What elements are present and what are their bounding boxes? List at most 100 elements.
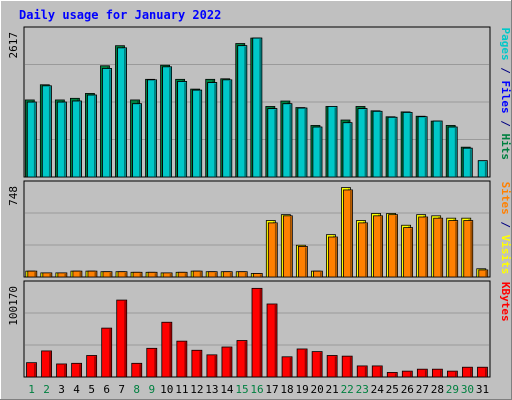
bar-shadow [64,364,66,377]
bar-shadow [34,272,36,277]
bar-shadow [94,272,97,277]
y-max-label: 100170 [7,286,20,326]
bar-kbytes-day-6 [101,327,113,378]
x-tick-label-18: 18 [280,383,293,396]
x-tick-label-16: 16 [250,383,263,396]
bar-kbytes-day-17 [266,303,278,378]
bar-pages-day-26 [402,112,413,178]
bar-pages-day-8 [132,103,142,178]
bar-shadow [139,104,141,177]
x-tick-label-23: 23 [356,383,369,396]
bar-kbytes-day-5 [86,355,98,378]
x-tick-label-14: 14 [220,383,234,396]
bar-sites-day-7 [117,271,128,278]
bar-shadow [184,342,187,377]
x-tick-label-7: 7 [118,383,125,396]
bar-kbytes-day-12 [191,349,203,378]
bar-shadow [320,272,322,277]
bar-shadow [455,372,457,377]
bar-kbytes-day-8 [131,362,143,378]
bar-shadow [289,104,292,177]
bar-shadow [289,357,292,377]
x-tick-label-3: 3 [58,383,65,396]
bar-pages-day-22 [342,122,353,178]
bar-sites-day-17 [267,222,278,278]
legend-entry: Pages [499,28,512,61]
bar-shadow [409,372,412,377]
legend-entry: / [499,61,512,81]
x-tick-label-25: 25 [386,383,399,396]
bar-shadow [364,109,367,177]
bar-pages-day-24 [372,110,383,178]
x-tick-label-6: 6 [103,383,110,396]
bar-kbytes-day-30 [462,366,473,378]
bar-shadow [349,357,352,377]
y-max-label: 2617 [7,32,20,59]
bar-kbytes-day-29 [447,370,458,378]
bar-shadow [485,270,487,277]
bar-sites-day-29 [448,220,459,278]
bar-kbytes-day-4 [71,362,83,378]
chart-title: Daily usage for January 2022 [19,8,221,22]
panel-legend: Pages / Files / Hits [499,28,512,161]
bar-pages-day-14 [222,79,233,178]
bar-kbytes-day-13 [206,354,218,378]
panel-kbytes: 100170 KBytes [7,280,512,378]
bar-shadow [379,112,382,177]
x-tick-label-13: 13 [205,383,218,396]
bar-shadow [484,161,487,177]
bar-shadow [184,273,187,277]
x-tick-label-22: 22 [341,383,354,396]
bar-shadow [394,373,397,377]
bar-pages-day-21 [327,106,338,178]
bar-sites-day-24 [373,215,383,278]
bar-shadow [48,86,51,177]
bar-sites-day-18 [282,215,293,278]
bar-shadow [124,301,126,377]
bar-shadow [199,91,201,177]
bar-sites-day-5 [87,270,98,278]
bar-pages-day-20 [312,126,323,178]
bar-shadow [79,364,81,377]
x-tick-label-5: 5 [88,383,95,396]
bar-shadow [349,123,352,177]
y-max-label: 748 [7,186,20,206]
bar-shadow [364,366,367,377]
bar-pages-day-6 [102,68,112,178]
bar-pages-day-29 [447,126,458,178]
bar-sites-day-19 [297,246,308,278]
bar-sites-day-25 [388,214,398,278]
bar-sites-day-16 [252,273,263,278]
bar-shadow [319,352,322,377]
bar-shadow [394,118,397,177]
bar-pages-day-30 [462,147,473,178]
x-tick-label-11: 11 [175,383,188,396]
x-tick-label-17: 17 [265,383,278,396]
bar-shadow [259,39,261,177]
bar-shadow [109,69,111,177]
bar-shadow [229,80,231,177]
bar-sites-day-8 [132,271,143,278]
bar-sites-day-22 [343,189,353,278]
bar-shadow [124,48,126,177]
x-tick-label-12: 12 [190,383,203,396]
x-axis-tick-labels: 1 2 3 4 5 6 7 8 9 10 11 12 13 14 15 16 17 18 19 20 21 22 23 24 2… [28,383,489,396]
bar-shadow [259,289,262,377]
bar-shadow [334,356,337,377]
x-tick-label-1: 1 [28,383,35,396]
bar-shadow [94,356,96,377]
bar-shadow [154,80,156,177]
x-tick-label-10: 10 [160,383,173,396]
legend-entry: Sites [499,182,512,215]
bar-shadow [139,273,142,277]
bar-shadow [154,273,157,277]
legend-entry: / [499,215,512,235]
bar-shadow [289,216,292,277]
bar-pages-day-11 [177,81,188,178]
bar-pages-day-10 [162,66,172,178]
bar-shadow [63,103,66,177]
bar-shadow [154,349,156,377]
bar-shadow [485,368,487,377]
bar-shadow [274,223,277,277]
